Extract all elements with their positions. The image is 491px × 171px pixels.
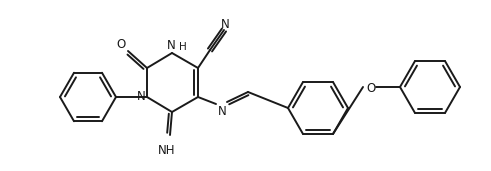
Text: N: N [220, 18, 229, 31]
Text: O: O [116, 37, 126, 50]
Text: N: N [137, 90, 146, 103]
Text: O: O [366, 82, 376, 95]
Text: H: H [179, 42, 187, 52]
Text: N: N [166, 39, 175, 52]
Text: N: N [218, 105, 226, 118]
Text: NH: NH [158, 144, 176, 157]
